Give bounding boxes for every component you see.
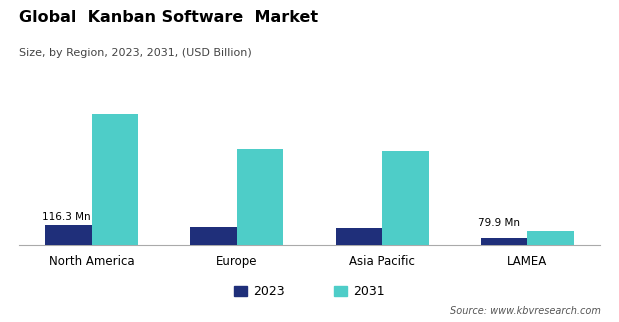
Text: Size, by Region, 2023, 2031, (USD Billion): Size, by Region, 2023, 2031, (USD Billio… [19, 48, 251, 58]
Bar [382, 151, 429, 245]
Bar [190, 227, 237, 245]
Bar [335, 228, 382, 245]
Bar [45, 225, 92, 245]
Bar [92, 114, 138, 245]
Text: Source: www.kbvresearch.com: Source: www.kbvresearch.com [449, 306, 600, 316]
Text: 116.3 Mn: 116.3 Mn [42, 212, 91, 222]
Bar [481, 238, 527, 245]
Legend: 2023, 2031: 2023, 2031 [229, 280, 390, 303]
Bar [527, 231, 574, 245]
Text: Global  Kanban Software  Market: Global Kanban Software Market [19, 10, 318, 25]
Bar [237, 149, 284, 245]
Text: 79.9 Mn: 79.9 Mn [478, 218, 520, 228]
